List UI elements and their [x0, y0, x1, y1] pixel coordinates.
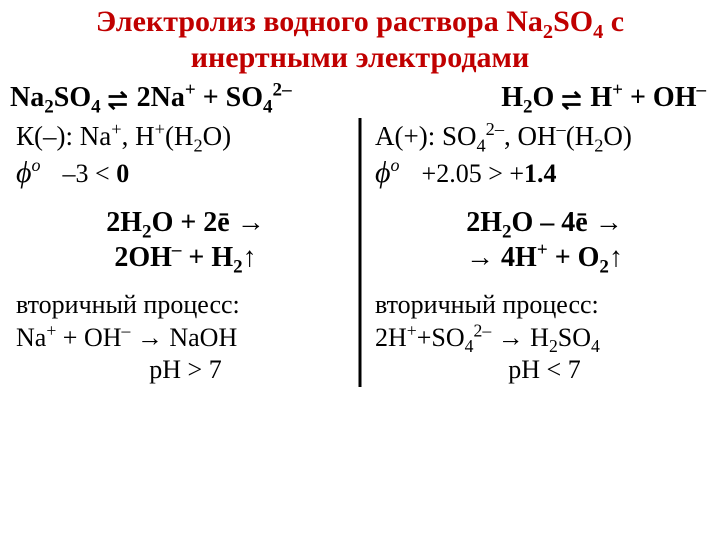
- formula-part: H: [501, 82, 523, 113]
- potential-value: +2.05 > +1.4: [422, 158, 557, 191]
- formula-sub: 2: [549, 336, 558, 356]
- phi-sup: o: [391, 155, 400, 175]
- formula-part: O): [603, 121, 632, 151]
- electrode-columns: К(–): Na+, H+(H2O) ϕo –3 < 0 2H2O + 2ē →…: [0, 118, 720, 387]
- anode-species: А(+): SO42–, OH–(H2O): [375, 118, 714, 154]
- formula-sup: +: [612, 80, 623, 101]
- potential-value: –3 < 0: [63, 158, 130, 191]
- column-divider: [359, 118, 362, 387]
- formula-sup: –: [557, 119, 566, 139]
- cathode-secondary-label: вторичный процесс:: [16, 287, 355, 322]
- formula-part: + OH: [56, 323, 121, 352]
- formula-sup: 2–: [273, 80, 292, 101]
- cathode-ph: pH > 7: [16, 354, 355, 387]
- val-part: +2.05 > +: [422, 159, 525, 188]
- dissociation-h2o: H2O H+ + OH–: [501, 82, 710, 114]
- val-bold: 0: [116, 159, 129, 188]
- formula-part: O – 4ē →: [512, 207, 623, 238]
- title-part: SO: [553, 5, 593, 38]
- formula-sub: 2: [44, 97, 54, 118]
- formula-part: + H: [181, 242, 233, 273]
- formula-sup: +: [185, 80, 196, 101]
- formula-part: +SO: [417, 323, 465, 352]
- formula-part: (H: [566, 121, 595, 151]
- anode-secondary-label: вторичный процесс:: [375, 287, 714, 322]
- formula-sub: 2: [142, 222, 152, 243]
- formula-sub: 2: [599, 257, 609, 278]
- formula-part: → NaOH: [130, 323, 237, 352]
- formula-sup: 2–: [474, 320, 492, 340]
- title-sub: 4: [593, 21, 603, 43]
- formula-part: 2OH: [114, 242, 172, 273]
- formula-sub: 2: [502, 222, 512, 243]
- anode-main-reaction: 2H2O – 4ē → → 4H+ + O2↑: [375, 199, 714, 287]
- val-part: –3 <: [63, 159, 117, 188]
- formula-part: Na: [16, 323, 46, 352]
- formula-part: ↑: [609, 242, 623, 273]
- formula-part: 2Na: [137, 82, 185, 113]
- formula-sup: +: [407, 320, 417, 340]
- title-part: c: [603, 5, 624, 38]
- formula-part: ↑: [243, 242, 257, 273]
- formula-part: + OH: [623, 82, 697, 113]
- dissociation-na2so4: Na2SO4 2Na+ + SO42–: [10, 82, 292, 114]
- cathode-potential: ϕo –3 < 0: [16, 154, 355, 200]
- formula-sup: +: [537, 240, 548, 261]
- formula-part: , OH: [504, 121, 557, 151]
- title-part: инертными электродами: [191, 41, 530, 74]
- formula-part: + SO: [196, 82, 263, 113]
- cathode-secondary-reaction: Na+ + OH– → NaOH: [16, 322, 355, 355]
- formula-part: 2H: [466, 207, 502, 238]
- equilibrium-arrow-icon: [108, 90, 130, 108]
- phi-char: ϕ: [16, 156, 32, 189]
- formula-sub: 4: [263, 97, 273, 118]
- formula-sub: 2: [193, 135, 202, 155]
- formula-sup: +: [111, 119, 121, 139]
- formula-sub: 4: [591, 336, 600, 356]
- formula-part: К(–): Na: [16, 121, 111, 151]
- dissociation-row: Na2SO4 2Na+ + SO42– H2O H+ + OH–: [0, 82, 720, 118]
- formula-part: (H: [165, 121, 194, 151]
- formula-sub: 4: [91, 97, 101, 118]
- cathode-column: К(–): Na+, H+(H2O) ϕo –3 < 0 2H2O + 2ē →…: [4, 118, 363, 387]
- cathode-main-reaction: 2H2O + 2ē → 2OH– + H2↑: [16, 199, 355, 287]
- formula-sub: 4: [476, 135, 485, 155]
- anode-column: А(+): SO42–, OH–(H2O) ϕo +2.05 > +1.4 2H…: [363, 118, 716, 387]
- slide-title: Электролиз водного раствора Na2SO4 c ине…: [0, 0, 720, 82]
- formula-part: + O: [548, 242, 600, 273]
- formula-part: → 4H: [466, 242, 537, 273]
- formula-part: O): [203, 121, 232, 151]
- anode-secondary-reaction: 2H++SO42– → H2SO4: [375, 322, 714, 355]
- phi-sup: o: [32, 155, 41, 175]
- formula-sub: 4: [465, 336, 474, 356]
- val-bold: 1.4: [524, 159, 557, 188]
- formula-part: SO: [54, 82, 91, 113]
- formula-part: → H: [491, 323, 549, 352]
- phi-symbol: ϕo: [16, 154, 41, 192]
- formula-part: А(+): SO: [375, 121, 476, 151]
- phi-symbol: ϕo: [375, 154, 400, 192]
- formula-sub: 2: [233, 257, 243, 278]
- formula-part: 2H: [106, 207, 142, 238]
- anode-potential: ϕo +2.05 > +1.4: [375, 154, 714, 200]
- phi-char: ϕ: [375, 156, 391, 189]
- formula-part: H: [590, 82, 612, 113]
- formula-sup: –: [696, 80, 706, 101]
- title-sub: 2: [543, 21, 553, 43]
- formula-part: , H: [122, 121, 155, 151]
- formula-part: Na: [10, 82, 44, 113]
- formula-part: SO: [558, 323, 591, 352]
- formula-sup: –: [172, 240, 182, 261]
- formula-part: 2H: [375, 323, 407, 352]
- equilibrium-arrow-icon: [561, 90, 583, 108]
- title-part: Электролиз водного раствора Na: [96, 5, 543, 38]
- formula-part: O: [533, 82, 562, 113]
- formula-sup: +: [155, 119, 165, 139]
- formula-sub: 2: [523, 97, 533, 118]
- anode-ph: pH < 7: [375, 354, 714, 387]
- formula-sup: +: [46, 320, 56, 340]
- cathode-species: К(–): Na+, H+(H2O): [16, 118, 355, 154]
- formula-part: O + 2ē →: [152, 207, 265, 238]
- formula-sup: 2–: [486, 119, 504, 139]
